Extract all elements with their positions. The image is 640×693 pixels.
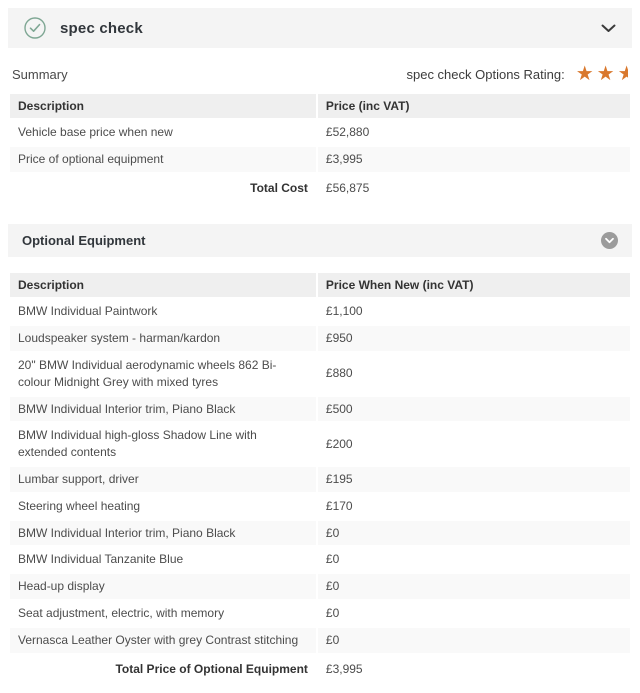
table-row: Lumbar support, driver £195 bbox=[10, 466, 630, 492]
row-price: £195 bbox=[317, 466, 630, 492]
column-header-description: Description bbox=[10, 273, 316, 298]
table-row: Vernasca Leather Oyster with grey Contra… bbox=[10, 627, 630, 653]
total-label: Total Cost bbox=[10, 173, 316, 203]
row-description: BMW Individual Interior trim, Piano Blac… bbox=[10, 520, 316, 546]
total-label: Total Price of Optional Equipment bbox=[10, 654, 316, 684]
total-row: Total Cost £56,875 bbox=[10, 173, 630, 203]
row-description: 20" BMW Individual aerodynamic wheels 86… bbox=[18, 357, 277, 389]
row-price: £200 bbox=[325, 436, 353, 451]
row-description: Lumbar support, driver bbox=[10, 466, 316, 492]
row-price: £3,995 bbox=[317, 146, 630, 172]
row-description: Seat adjustment, electric, with memory bbox=[18, 605, 225, 620]
total-value: £56,875 bbox=[317, 173, 630, 203]
chevron-down-circle-icon[interactable] bbox=[601, 232, 618, 250]
table-row: BMW Individual Paintwork £1,100 bbox=[10, 299, 630, 324]
table-row: BMW Individual Interior trim, Piano Blac… bbox=[10, 520, 630, 546]
optional-equipment-section-header[interactable]: Optional Equipment bbox=[8, 224, 632, 258]
row-description: BMW Individual Tanzanite Blue bbox=[18, 552, 184, 567]
optional-equipment-table: Description Price When New (inc VAT) BMW… bbox=[8, 271, 632, 685]
half-star-icon: ★ bbox=[617, 64, 628, 84]
rating-label: spec check Options Rating: bbox=[406, 66, 565, 82]
column-header-description: Description bbox=[10, 94, 316, 118]
table-header-row: Description Price (inc VAT) bbox=[10, 94, 630, 118]
row-price: £0 bbox=[325, 605, 340, 620]
row-description: Vernasca Leather Oyster with grey Contra… bbox=[10, 627, 316, 653]
table-row: Steering wheel heating £170 bbox=[10, 494, 630, 519]
star-icon: ★ bbox=[575, 63, 594, 85]
row-description: BMW Individual Interior trim, Piano Blac… bbox=[10, 396, 316, 422]
row-price: £170 bbox=[325, 498, 353, 513]
row-description: BMW Individual Paintwork bbox=[18, 304, 158, 319]
table-row: Seat adjustment, electric, with memory £0 bbox=[10, 601, 630, 626]
row-price: £0 bbox=[317, 574, 630, 599]
chevron-down-icon[interactable] bbox=[601, 24, 616, 33]
total-row: Total Price of Optional Equipment £3,995 bbox=[10, 654, 630, 684]
check-circle-icon bbox=[24, 17, 46, 39]
row-price: £0 bbox=[317, 627, 630, 653]
table-header-row: Description Price When New (inc VAT) bbox=[10, 273, 630, 298]
row-description: Price of optional equipment bbox=[10, 146, 316, 172]
summary-strip: Summary spec check Options Rating: ★ ★ ★ bbox=[12, 64, 628, 84]
row-price: £880 bbox=[325, 366, 353, 381]
star-rating-icons: ★ ★ ★ bbox=[573, 64, 628, 84]
table-row: 20" BMW Individual aerodynamic wheels 86… bbox=[10, 353, 630, 395]
row-description: BMW Individual high-gloss Shadow Line wi… bbox=[18, 428, 257, 460]
row-price: £52,880 bbox=[325, 125, 370, 139]
row-price: £500 bbox=[317, 396, 630, 422]
options-rating: spec check Options Rating: ★ ★ ★ bbox=[406, 64, 628, 84]
table-row: BMW Individual high-gloss Shadow Line wi… bbox=[10, 423, 630, 465]
row-description: Steering wheel heating bbox=[18, 498, 141, 513]
column-header-price: Price When New (inc VAT) bbox=[317, 273, 630, 298]
table-row: BMW Individual Tanzanite Blue £0 bbox=[10, 547, 630, 572]
table-row: Price of optional equipment £3,995 bbox=[10, 146, 630, 172]
summary-label: Summary bbox=[12, 66, 68, 82]
table-row: Head-up display £0 bbox=[10, 574, 630, 599]
spec-check-header-bar[interactable]: spec check bbox=[8, 8, 632, 48]
table-row: Vehicle base price when new £52,880 bbox=[10, 120, 630, 145]
page-title: spec check bbox=[60, 19, 143, 37]
total-value: £3,995 bbox=[317, 654, 630, 684]
row-price: £0 bbox=[325, 552, 340, 567]
section-title: Optional Equipment bbox=[22, 233, 146, 249]
row-description: Loudspeaker system - harman/kardon bbox=[10, 326, 316, 351]
column-header-price: Price (inc VAT) bbox=[317, 94, 630, 118]
row-price: £1,100 bbox=[325, 304, 363, 319]
summary-table: Description Price (inc VAT) Vehicle base… bbox=[8, 92, 632, 204]
table-row: Loudspeaker system - harman/kardon £950 bbox=[10, 326, 630, 351]
star-icon: ★ bbox=[596, 63, 615, 85]
table-row: BMW Individual Interior trim, Piano Blac… bbox=[10, 396, 630, 422]
row-description: Vehicle base price when new bbox=[18, 125, 173, 139]
row-price: £950 bbox=[317, 326, 630, 351]
row-description: Head-up display bbox=[10, 574, 316, 599]
row-price: £0 bbox=[317, 520, 630, 546]
